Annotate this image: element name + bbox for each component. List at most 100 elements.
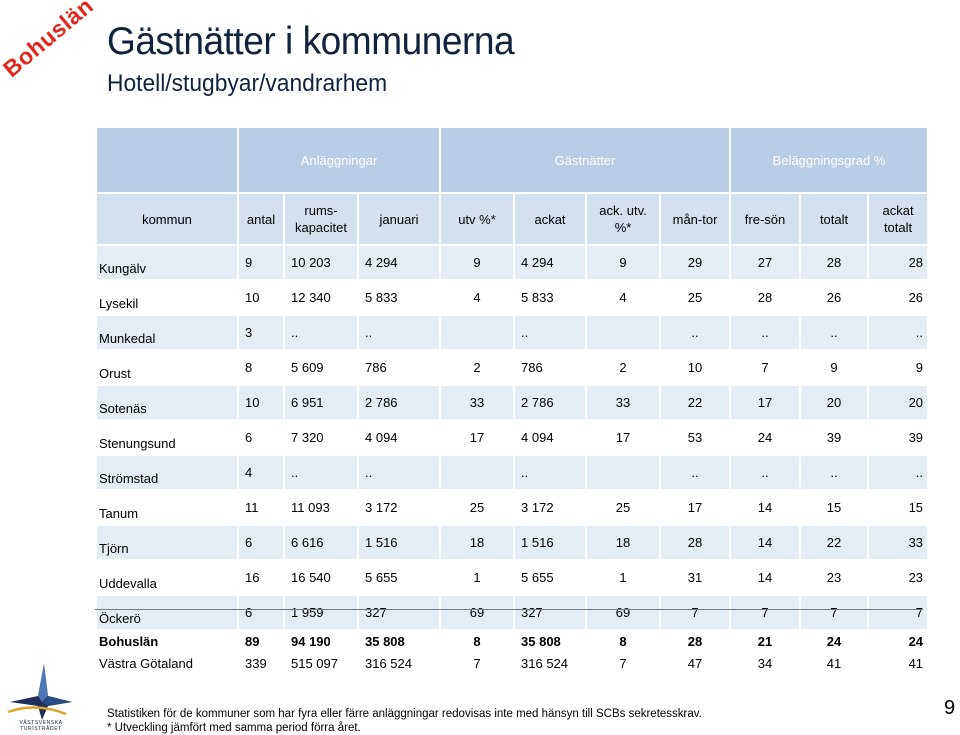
- table-cell: ..: [515, 456, 586, 489]
- table-cell: 21: [731, 631, 800, 651]
- table-cell: 11 093: [285, 491, 357, 524]
- table-cell: 69: [441, 596, 514, 629]
- table-cell: 327: [359, 596, 440, 629]
- table-cell: 15: [869, 491, 928, 524]
- table-row: Uddevalla 16 16 540 5 655 1 5 655 1 31 14 23 23: [97, 561, 928, 594]
- table-cell: 3 172: [515, 491, 586, 524]
- table-cell: 327: [515, 596, 586, 629]
- table-cell: 4: [441, 281, 514, 314]
- table-cell: 786: [515, 351, 586, 384]
- table-cell: 28: [869, 246, 928, 279]
- table-cell: 28: [661, 631, 730, 651]
- col-man-tor: mån-tor: [661, 194, 730, 244]
- table-cell: 29: [661, 246, 730, 279]
- table-cell: 339: [239, 653, 283, 673]
- table-row: Stenungsund 6 7 320 4 094 17 4 094 17 53 24 39 39: [97, 421, 928, 454]
- col-kommun: kommun: [97, 194, 237, 244]
- table-cell: 33: [869, 526, 928, 559]
- table-cell: 17: [587, 421, 660, 454]
- table-cell: 9: [587, 246, 660, 279]
- table-cell: 1 516: [515, 526, 586, 559]
- table-row: Munkedal 3..............: [97, 316, 928, 349]
- row-kommun-name: Lysekil: [97, 281, 237, 314]
- table-cell: 20: [869, 386, 928, 419]
- table-cell: 24: [869, 631, 928, 651]
- table-cell: 35 808: [359, 631, 440, 651]
- table-cell: 1: [587, 561, 660, 594]
- table-cell: ..: [359, 316, 440, 349]
- table-cell: 2: [587, 351, 660, 384]
- table-cell: [587, 316, 660, 349]
- table-cell: 23: [801, 561, 868, 594]
- table-cell: 10: [661, 351, 730, 384]
- footnote: Statistiken för de kommuner som har fyra…: [107, 707, 702, 735]
- table-row: Tanum 11 11 093 3 172 25 3 172 25 17 14 15 15: [97, 491, 928, 524]
- table-row: Bohuslän 89 94 190 35 808 8 35 808 8 28 21 24 24: [97, 631, 928, 651]
- table-cell: [441, 456, 514, 489]
- table-cell: 6 616: [285, 526, 357, 559]
- table-cell: 20: [801, 386, 868, 419]
- corner-region-label: Bohuslän: [0, 0, 99, 83]
- star-logo-icon: [7, 664, 72, 720]
- table-cell: 22: [801, 526, 868, 559]
- table-cell: 9: [239, 246, 283, 279]
- table-cell: ..: [869, 316, 928, 349]
- table-cell: 4: [587, 281, 660, 314]
- table-cell: 12 340: [285, 281, 357, 314]
- group-header-anlaggningar: Anläggningar: [239, 128, 440, 192]
- table-cell: 8: [239, 351, 283, 384]
- table-cell: 7: [731, 596, 800, 629]
- table-cell: 26: [801, 281, 868, 314]
- row-kommun-name: Uddevalla: [97, 561, 237, 594]
- table-cell: 41: [869, 653, 928, 673]
- table-cell: 1 959: [285, 596, 357, 629]
- table-cell: 9: [801, 351, 868, 384]
- table-cell: 89: [239, 631, 283, 651]
- table-cell: 25: [441, 491, 514, 524]
- table-body: Kungälv 9 10 203 4 294 9 4 294 9 29 27 28 28 Lyseki…: [97, 246, 928, 673]
- table-cell: 7: [731, 351, 800, 384]
- table-cell: 1: [441, 561, 514, 594]
- col-ack-utv-line1: ack. utv.: [599, 203, 647, 218]
- table-cell: 6: [239, 596, 283, 629]
- table-cell: 9: [441, 246, 514, 279]
- table-cell: 34: [731, 653, 800, 673]
- table-row: Lysekil 10 12 340 5 833 4 5 833 4 25 28 26 26: [97, 281, 928, 314]
- row-kommun-name: Tanum: [97, 491, 237, 524]
- table-cell: 39: [869, 421, 928, 454]
- table-cell: 24: [731, 421, 800, 454]
- table-cell: 25: [587, 491, 660, 524]
- table-divider: [95, 609, 923, 610]
- table-row: Tjörn 6 6 616 1 516 18 1 516 18 28 14 22 33: [97, 526, 928, 559]
- table-cell: 2 786: [515, 386, 586, 419]
- table-cell: 5 655: [359, 561, 440, 594]
- table-cell: 5 609: [285, 351, 357, 384]
- table-cell: 9: [869, 351, 928, 384]
- col-rumskapacitet-line2: kapacitet: [294, 220, 348, 235]
- table-cell: ..: [359, 456, 440, 489]
- group-header-blank: [97, 128, 237, 192]
- table-cell: 28: [661, 526, 730, 559]
- col-januari: januari: [359, 194, 440, 244]
- table-cell: 11: [239, 491, 283, 524]
- table-cell: 39: [801, 421, 868, 454]
- table-cell: 515 097: [285, 653, 357, 673]
- col-rumskapacitet-line1: rums-: [304, 203, 338, 218]
- table-cell: ..: [661, 456, 730, 489]
- table-cell: 7: [661, 596, 730, 629]
- col-ack-utv-line2: %*: [614, 220, 632, 235]
- table-cell: 26: [869, 281, 928, 314]
- table-cell: 5 833: [515, 281, 586, 314]
- table-cell: 28: [731, 281, 800, 314]
- row-kommun-name: Kungälv: [97, 246, 237, 279]
- table-cell: 41: [801, 653, 868, 673]
- group-header-gastnatter: Gästnätter: [441, 128, 730, 192]
- table-cell: 8: [587, 631, 660, 651]
- group-header-belaggningsgrad: Beläggningsgrad %: [731, 128, 928, 192]
- table-cell: 8: [441, 631, 514, 651]
- col-ackat-totalt-line1: ackat: [882, 203, 914, 218]
- table-cell: [441, 316, 514, 349]
- col-fre-son: fre-sön: [731, 194, 800, 244]
- table-cell: 10: [239, 281, 283, 314]
- table-cell: 6: [239, 421, 283, 454]
